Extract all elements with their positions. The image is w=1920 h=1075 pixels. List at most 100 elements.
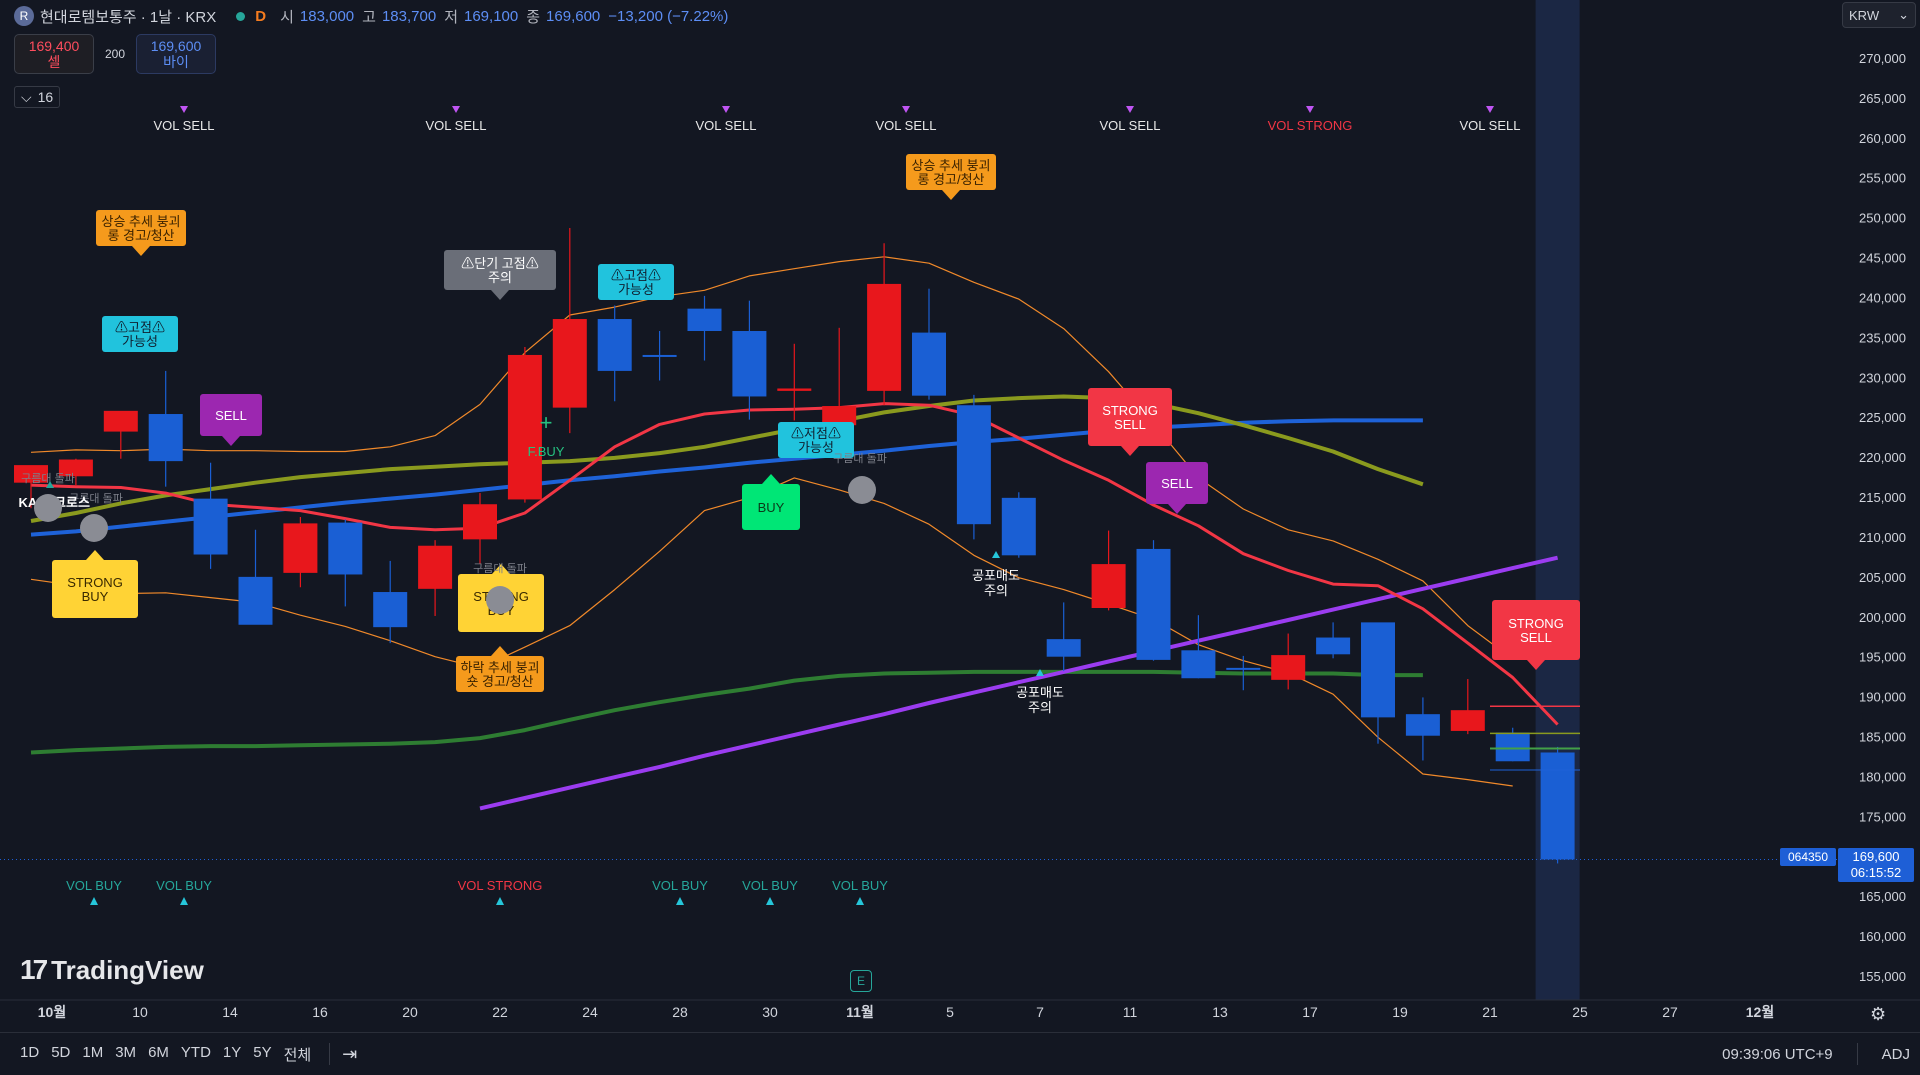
low-value: 169,100 <box>464 7 519 25</box>
fbuy-cross-icon: + <box>540 410 553 435</box>
candle-body[interactable] <box>1405 714 1440 736</box>
range-all[interactable]: 전체 <box>283 1046 312 1064</box>
peak-warning-label[interactable]: ⚠고점⚠가능성 <box>102 316 178 352</box>
candle-body[interactable] <box>1361 622 1395 718</box>
candle-body[interactable] <box>867 283 902 391</box>
vol-signal-top: VOL SELL <box>876 118 937 133</box>
strong-sell-label-bg <box>1088 388 1172 446</box>
earnings-marker-icon[interactable]: E <box>850 970 872 992</box>
candle-body[interactable] <box>687 308 722 332</box>
gear-icon[interactable]: ⚙ <box>1870 1004 1887 1024</box>
sell-signal-label[interactable]: SELL <box>1146 462 1208 514</box>
candle-body[interactable] <box>912 332 946 396</box>
candle-body[interactable] <box>507 354 542 500</box>
candle-body[interactable] <box>777 388 812 391</box>
time-axis-label: 13 <box>1212 1004 1228 1020</box>
time-axis-label: 7 <box>1036 1004 1044 1020</box>
range-5y[interactable]: 5Y <box>253 1043 272 1061</box>
short-peak-warning-label[interactable]: ⚠단기 고점⚠주의 <box>444 250 556 300</box>
range-1m[interactable]: 1M <box>82 1043 104 1061</box>
candle-body[interactable] <box>1046 639 1081 657</box>
strong-sell-label-text: STRONG <box>1102 403 1158 418</box>
price-axis-label: 175,000 <box>1859 809 1906 824</box>
sell-signal-label[interactable]: SELL <box>200 394 262 446</box>
low-warning-label-text: 가능성 <box>798 440 834 455</box>
chevron-down-icon: ⌄ <box>1898 7 1909 22</box>
vol-signal-bottom: VOL BUY <box>652 878 708 893</box>
peak-warning-label-bg <box>598 264 674 300</box>
candle-body[interactable] <box>58 459 93 477</box>
peak-warning-label[interactable]: ⚠고점⚠가능성 <box>598 264 674 300</box>
candle-body[interactable] <box>103 410 138 432</box>
buy-signal-label[interactable]: BUY <box>742 474 800 530</box>
clock[interactable]: 09:39:06 UTC+9 <box>1722 1045 1833 1063</box>
cloud-break-label: 구름대 돌파 <box>473 562 527 575</box>
candle-body[interactable] <box>463 504 497 540</box>
candle-body[interactable] <box>1136 548 1171 660</box>
currency-label: KRW <box>1849 7 1880 23</box>
candle-body[interactable] <box>1226 667 1261 670</box>
time-axis-label: 16 <box>312 1004 328 1020</box>
sell-signal-label-bg <box>1146 462 1208 504</box>
candle-body[interactable] <box>1091 564 1126 609</box>
indicators-count: 16 <box>37 89 54 105</box>
up-trend-break-label[interactable]: 상승 추세 붕괴롱 경고/청산 <box>96 210 186 256</box>
price-axis-label: 230,000 <box>1859 370 1906 385</box>
indicators-toggle[interactable]: ⌵ 16 <box>14 86 61 108</box>
range-1d[interactable]: 1D <box>20 1043 40 1061</box>
down-trend-break-label[interactable]: 하락 추세 붕괴숏 경고/청산 <box>456 646 544 692</box>
buy-price: 169,600 <box>150 38 202 54</box>
tradingview-logo[interactable]: 17 TradingView <box>20 954 204 986</box>
signal-down-arrow-icon <box>902 106 910 113</box>
candle-body[interactable] <box>597 319 632 371</box>
candle-body[interactable] <box>238 576 273 625</box>
candle-body[interactable] <box>822 406 857 426</box>
candle-body[interactable] <box>148 414 183 462</box>
vol-signal-top: VOL SELL <box>154 118 215 133</box>
candle-body[interactable] <box>642 354 677 357</box>
candle-body[interactable] <box>373 592 408 628</box>
candle-body[interactable] <box>552 319 587 408</box>
candle-body[interactable] <box>1450 710 1485 731</box>
candle-body[interactable] <box>1271 655 1306 680</box>
strong-buy-label-text: STRONG <box>67 575 123 590</box>
sell-price: 169,400 <box>28 38 80 54</box>
range-6m[interactable]: 6M <box>148 1043 169 1061</box>
signal-up-arrow-icon <box>46 481 54 488</box>
range-1y[interactable]: 1Y <box>222 1043 242 1061</box>
candle-body[interactable] <box>193 498 228 555</box>
symbol-title[interactable]: 현대로템보통주 · 1날 · KRX <box>40 8 217 26</box>
range-ytd[interactable]: YTD <box>180 1043 211 1061</box>
up-trend-break-label[interactable]: 상승 추세 붕괴롱 경고/청산 <box>906 154 996 200</box>
range-5d[interactable]: 5D <box>51 1043 71 1061</box>
strong-buy-label-text: BUY <box>82 589 109 604</box>
candle-body[interactable] <box>1181 650 1216 679</box>
candle-body[interactable] <box>1316 637 1351 655</box>
buy-button[interactable]: 169,600 바이 <box>136 34 216 74</box>
down-trend-break-label-bg <box>456 656 544 692</box>
adj-toggle[interactable]: ADJ <box>1881 1045 1910 1063</box>
bottom-right-status: 09:39:06 UTC+9 ADJ <box>1722 1043 1910 1065</box>
candle-body[interactable] <box>732 331 767 397</box>
strong-sell-label-pointer <box>1527 660 1545 670</box>
candle-body[interactable] <box>1001 497 1036 556</box>
candle-body[interactable] <box>956 405 991 525</box>
candle-body[interactable] <box>418 545 453 589</box>
low-warning-label[interactable]: ⚠저점⚠가능성 <box>778 422 854 458</box>
candle-body[interactable] <box>1540 752 1575 860</box>
price-axis-label: 155,000 <box>1859 969 1906 984</box>
candle-body[interactable] <box>1495 732 1530 762</box>
range-3m[interactable]: 3M <box>115 1043 137 1061</box>
short-peak-warning-label-bg <box>444 250 556 290</box>
sell-button[interactable]: 169,400 셀 <box>14 34 94 74</box>
candle-body[interactable] <box>283 523 318 573</box>
currency-select[interactable]: KRW ⌄ <box>1842 2 1916 28</box>
goto-date-icon[interactable]: ⇥ <box>342 1043 358 1064</box>
fear-sell-label: 주의 <box>984 583 1008 598</box>
candle-body[interactable] <box>14 465 48 483</box>
candle-body[interactable] <box>328 522 363 575</box>
